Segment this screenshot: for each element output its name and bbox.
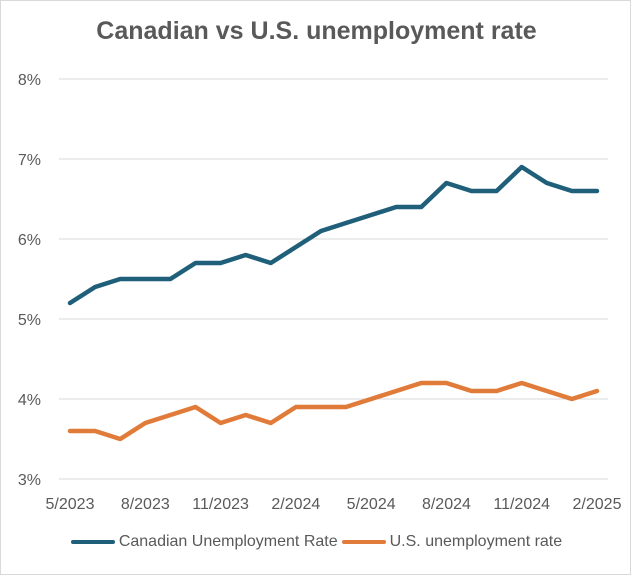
y-tick-label: 4% [18, 392, 41, 409]
y-tick-label: 5% [18, 312, 41, 329]
y-tick-label: 6% [18, 232, 41, 249]
x-tick-label: 11/2023 [192, 496, 249, 513]
chart-title: Canadian vs U.S. unemployment rate [96, 17, 537, 45]
legend-swatch-canada [70, 540, 115, 544]
x-tick-label: 8/2024 [422, 496, 471, 513]
series-line-canada [67, 164, 600, 306]
y-tick-label: 7% [18, 152, 41, 169]
x-tick-label: 11/2024 [493, 496, 550, 513]
legend-swatch-us [341, 540, 386, 544]
y-tick-label: 8% [18, 72, 41, 89]
x-tick-label: 5/2023 [46, 496, 95, 513]
legend: Canadian Unemployment Rate U.S. unemploy… [1, 533, 630, 551]
x-tick-label: 5/2024 [347, 496, 396, 513]
x-tick-label: 8/2023 [121, 496, 170, 513]
legend-label-canada: Canadian Unemployment Rate [118, 533, 338, 550]
y-tick-label: 3% [18, 472, 41, 489]
series-line-us [67, 380, 600, 442]
legend-item-us: U.S. unemployment rate [341, 533, 563, 551]
legend-item-canada: Canadian Unemployment Rate [70, 533, 338, 551]
x-tick-label: 2/2024 [271, 496, 320, 513]
x-tick-label: 2/2025 [573, 496, 622, 513]
legend-label-us: U.S. unemployment rate [389, 533, 563, 550]
